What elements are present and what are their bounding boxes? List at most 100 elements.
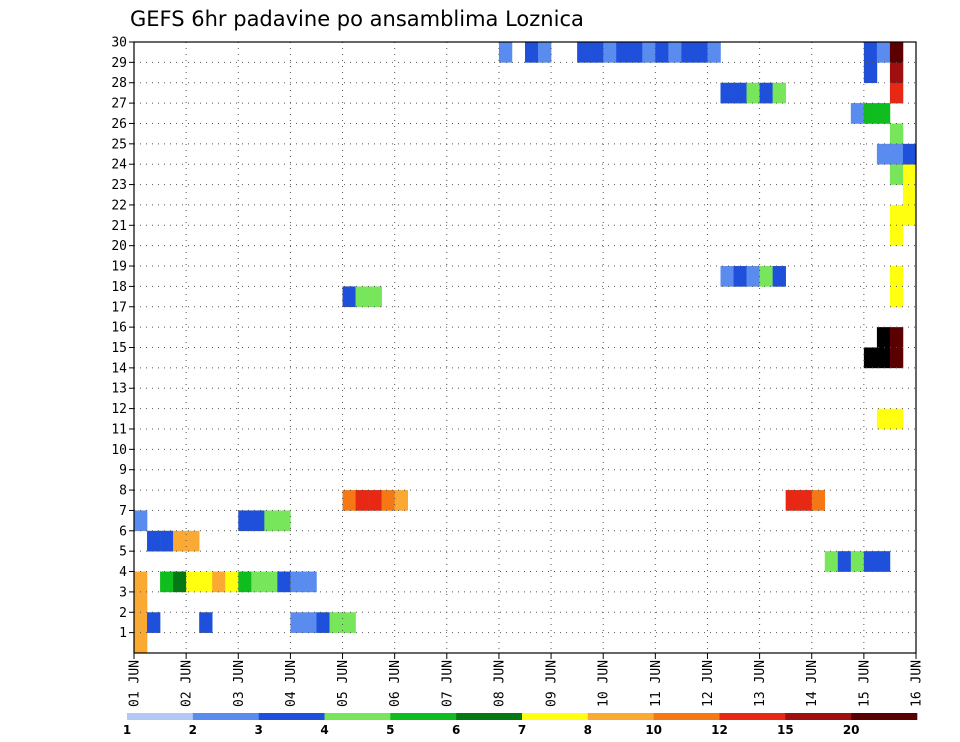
colorbar-label-4: 4 [320, 723, 328, 737]
colorbar: 1 2 3 4 5 6 7 8 10 12 15 20 [123, 713, 918, 737]
heatmap-cell-58 [772, 266, 786, 287]
heatmap-cell-32 [342, 490, 356, 511]
x-tick-label-12: 13 JUN [753, 660, 768, 707]
heatmap-cell-2 [134, 591, 148, 613]
heatmap-cell-69 [850, 551, 865, 572]
y-tick-label-13: 13 [111, 382, 127, 397]
y-tick-label-23: 23 [111, 178, 127, 193]
heatmap-cell-81 [889, 225, 904, 246]
colorbar-label-20: 20 [843, 723, 860, 737]
heatmap-cell-70 [863, 551, 878, 572]
colorbar-swatch-4 [390, 713, 457, 720]
heatmap-cell-50 [668, 42, 682, 63]
colorbar-swatch-7 [587, 713, 654, 720]
y-tick-label-15: 15 [111, 341, 127, 356]
y-tick-label-7: 7 [119, 504, 127, 519]
heatmap-cell-64 [785, 490, 799, 511]
heatmap-cell-77 [876, 327, 891, 348]
heatmap-cell-31 [342, 612, 356, 633]
x-tick-label-9: 10 JUN [597, 660, 612, 707]
x-tick-label-8: 09 JUN [545, 660, 560, 707]
heatmap-cell-59 [720, 82, 734, 104]
x-tick-label-2: 03 JUN [232, 660, 247, 707]
heatmap-cell-27 [290, 612, 304, 633]
y-tick-label-12: 12 [111, 402, 127, 417]
y-tick-label-10: 10 [111, 443, 127, 458]
colorbar-swatch-6 [522, 713, 589, 720]
heatmap-cell-97 [902, 164, 917, 185]
colorbar-label-2: 2 [189, 723, 197, 737]
colorbar-label-6: 6 [452, 723, 460, 737]
y-tick-label-4: 4 [119, 565, 127, 580]
x-tick-label-3: 04 JUN [284, 660, 299, 707]
heatmap-cell-12 [212, 571, 226, 593]
heatmap-cell-99 [889, 143, 904, 165]
heatmap-cell-25 [147, 612, 161, 633]
heatmap-cell-75 [876, 347, 891, 369]
heatmap-cell-14 [238, 571, 252, 593]
colorbar-swatch-5 [456, 713, 523, 720]
heatmap-cell-66 [811, 490, 826, 511]
heatmap-cell-92 [889, 82, 904, 104]
x-tick-label-5: 06 JUN [388, 660, 403, 707]
heatmap-cell-61 [746, 82, 760, 104]
colorbar-swatch-1 [192, 713, 259, 720]
heatmap-cell-42 [538, 42, 552, 63]
y-tick-label-18: 18 [111, 280, 127, 295]
heatmap-cell-94 [889, 42, 904, 63]
colorbar-label-12: 12 [711, 723, 728, 737]
heatmap-cell-22 [251, 510, 265, 532]
y-tick-label-20: 20 [111, 239, 127, 254]
heatmap-cell-43 [577, 42, 591, 63]
y-tick-label-16: 16 [111, 321, 127, 336]
heatmap-cell-62 [759, 82, 773, 104]
heatmap-cell-21 [238, 510, 252, 532]
x-tick-label-1: 02 JUN [180, 660, 195, 707]
heatmap-cell-90 [863, 42, 878, 63]
x-axis: 01 JUN 02 JUN 03 JUN 04 JUN 05 JUN 06 JUN 07 J… [128, 653, 925, 707]
colorbar-swatch-11 [851, 713, 918, 720]
heatmap-cell-40 [498, 42, 513, 63]
heatmap-cell-17 [277, 571, 291, 593]
heatmap-cell-91 [876, 42, 891, 63]
heatmap-cell-86 [850, 103, 865, 124]
colorbar-label-15: 15 [777, 723, 794, 737]
heatmap-cell-13 [225, 571, 239, 593]
heatmap-cell-52 [694, 42, 708, 63]
heatmap-cell-30 [329, 612, 343, 633]
heatmap-cell-67 [824, 551, 839, 572]
heatmap-cell-37 [342, 286, 356, 308]
colorbar-swatch-0 [127, 713, 194, 720]
x-tick-label-4: 05 JUN [336, 660, 351, 707]
colorbar-label-8: 8 [584, 723, 592, 737]
heatmap-cell-36 [394, 490, 408, 511]
heatmap-cell-57 [759, 266, 773, 287]
y-tick-label-9: 9 [119, 463, 127, 478]
heatmap-cell-55 [733, 266, 747, 287]
heatmap-cell-78 [889, 327, 904, 348]
heatmap-cell-29 [316, 612, 330, 633]
colorbar-label-5: 5 [386, 723, 394, 737]
heatmap-cell-68 [837, 551, 852, 572]
heatmap-cell-83 [889, 164, 904, 185]
y-tick-label-21: 21 [111, 219, 127, 234]
heatmap-cell-28 [303, 612, 317, 633]
heatmap-cell-33 [355, 490, 369, 511]
y-tick-label-5: 5 [119, 545, 127, 560]
heatmap-cell-51 [681, 42, 695, 63]
heatmap-cell-41 [525, 42, 539, 63]
y-tick-label-6: 6 [119, 524, 127, 539]
y-tick-label-26: 26 [111, 117, 127, 132]
heatmap-cell-44 [590, 42, 604, 63]
colorbar-label-1: 1 [123, 723, 131, 737]
y-tick-label-28: 28 [111, 76, 127, 91]
heatmap-cell-74 [863, 347, 878, 369]
heatmap-cell-9 [173, 571, 187, 593]
heatmap-cell-100 [902, 143, 917, 165]
heatmap-cell-63 [772, 82, 786, 104]
y-tick-label-11: 11 [111, 422, 127, 437]
y-tick-label-27: 27 [111, 97, 127, 112]
heatmap-cell-72 [876, 408, 891, 430]
heatmap-cell-87 [863, 103, 878, 124]
heatmap-cell-82 [889, 204, 904, 226]
